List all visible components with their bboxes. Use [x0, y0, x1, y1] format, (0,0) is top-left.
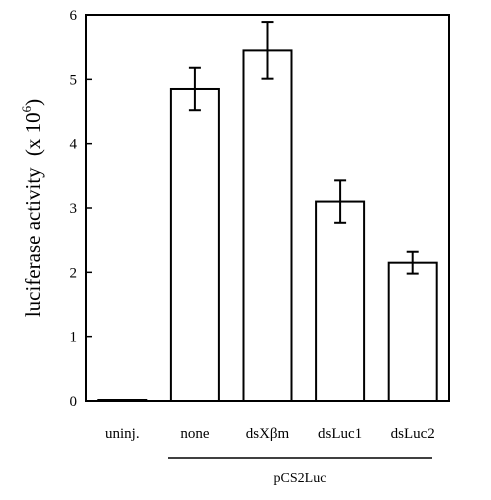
y-tick-label: 0 — [70, 394, 78, 410]
y-tick-label: 5 — [70, 72, 78, 88]
y-tick-label: 6 — [70, 8, 78, 24]
y-axis-title-exponent: 6 — [19, 105, 34, 112]
y-tick-label: 4 — [70, 137, 78, 153]
bar-4 — [315, 200, 366, 402]
bar-3 — [242, 49, 293, 403]
error-bars — [188, 21, 419, 275]
group-label: pCS2Luc — [274, 471, 327, 486]
x-category-label: none — [180, 426, 210, 442]
x-category-label: dsLuc1 — [318, 426, 362, 442]
x-category-label: dsXβm — [246, 426, 290, 442]
x-category-label: uninj. — [105, 426, 140, 442]
y-axis-title-unit: (x 10 — [21, 112, 45, 156]
y-tick-label: 3 — [70, 201, 78, 217]
y-axis-title-unit-close: ) — [21, 99, 45, 106]
y-axis-title: luciferase activity (x 106) — [19, 99, 45, 317]
bar-2 — [169, 87, 220, 402]
x-category-label: dsLuc2 — [391, 426, 435, 442]
bars — [97, 49, 438, 403]
bar-5 — [387, 261, 438, 402]
y-tick-label: 2 — [70, 265, 78, 281]
y-axis-title-main: luciferase activity — [21, 167, 45, 317]
bar-1 — [97, 399, 148, 402]
x-axis-labels: uninj. none dsXβm dsLuc1 dsLuc2 — [105, 426, 435, 442]
y-tick-label: 1 — [70, 330, 78, 346]
y-axis: 0 1 2 3 4 5 6 — [70, 8, 92, 410]
